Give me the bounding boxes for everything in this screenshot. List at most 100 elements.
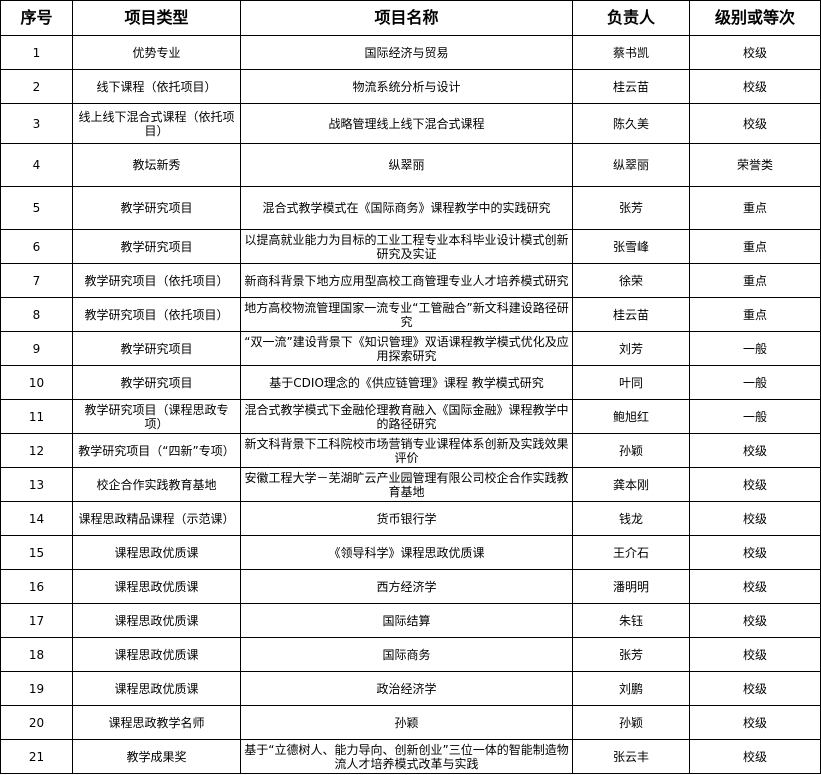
cell-project-name: 新文科背景下工科院校市场营销专业课程体系创新及实践效果评价	[240, 433, 573, 468]
cell-level: 校级	[689, 569, 821, 604]
cell-project-type: 课程思政优质课	[72, 535, 241, 570]
table-row: 20 课程思政教学名师 孙颖 孙颖 校级	[0, 705, 821, 740]
table-row: 15 课程思政优质课 《领导科学》课程思政优质课 王介石 校级	[0, 535, 821, 570]
cell-index: 8	[0, 297, 73, 332]
cell-level: 校级	[689, 467, 821, 502]
cell-index: 20	[0, 705, 73, 740]
cell-level: 重点	[689, 186, 821, 230]
table-row: 13 校企合作实践教育基地 安徽工程大学－芜湖旷云产业园管理有限公司校企合作实践教育…	[0, 467, 821, 502]
cell-index: 13	[0, 467, 73, 502]
cell-project-name: 国际经济与贸易	[240, 35, 573, 70]
cell-project-type: 优势专业	[72, 35, 241, 70]
table-row: 6 教学研究项目 以提高就业能力为目标的工业工程专业本科毕业设计模式创新研究及实证张…	[0, 229, 821, 264]
header-leader: 负责人	[572, 0, 690, 36]
cell-index: 16	[0, 569, 73, 604]
header-level: 级别或等次	[689, 0, 821, 36]
table-row: 11 教学研究项目（课程思政专项） 混合式教学模式下金融伦理教育融入《国际金融》课程…	[0, 399, 821, 434]
cell-project-type: 课程思政优质课	[72, 603, 241, 638]
cell-project-name: 新商科背景下地方应用型高校工商管理专业人才培养模式研究	[240, 263, 573, 298]
cell-leader: 桂云苗	[572, 297, 690, 332]
header-index: 序号	[0, 0, 73, 36]
table-row: 14 课程思政精品课程（示范课） 货币银行学 钱龙 校级	[0, 501, 821, 536]
cell-leader: 陈久美	[572, 103, 690, 144]
cell-index: 2	[0, 69, 73, 104]
header-project-name: 项目名称	[240, 0, 573, 36]
cell-project-type: 教坛新秀	[72, 143, 241, 187]
cell-project-name: “双一流”建设背景下《知识管理》双语课程教学模式优化及应用探索研究	[240, 331, 573, 366]
cell-project-name: 政治经济学	[240, 671, 573, 706]
cell-index: 12	[0, 433, 73, 468]
cell-project-name: 国际结算	[240, 603, 573, 638]
cell-project-type: 教学研究项目（“四新”专项）	[72, 433, 241, 468]
cell-project-name: 混合式教学模式在《国际商务》课程教学中的实践研究	[240, 186, 573, 230]
cell-leader: 张云丰	[572, 739, 690, 774]
cell-leader: 孙颖	[572, 705, 690, 740]
cell-index: 3	[0, 103, 73, 144]
cell-project-type: 线下课程（依托项目）	[72, 69, 241, 104]
cell-leader: 张芳	[572, 186, 690, 230]
cell-project-name: 国际商务	[240, 637, 573, 672]
table-row: 4 教坛新秀 纵翠丽 纵翠丽 荣誉类	[0, 143, 821, 187]
cell-project-type: 教学研究项目（依托项目）	[72, 297, 241, 332]
cell-project-name: 孙颖	[240, 705, 573, 740]
cell-project-type: 校企合作实践教育基地	[72, 467, 241, 502]
cell-leader: 刘芳	[572, 331, 690, 366]
cell-index: 6	[0, 229, 73, 264]
cell-leader: 纵翠丽	[572, 143, 690, 187]
cell-project-name: 安徽工程大学－芜湖旷云产业园管理有限公司校企合作实践教育基地	[240, 467, 573, 502]
table-row: 12 教学研究项目（“四新”专项） 新文科背景下工科院校市场营销专业课程体系创新及实…	[0, 433, 821, 468]
cell-index: 4	[0, 143, 73, 187]
cell-project-type: 教学研究项目（课程思政专项）	[72, 399, 241, 434]
cell-project-name: 地方高校物流管理国家一流专业“工管融合”新文科建设路径研究	[240, 297, 573, 332]
cell-level: 校级	[689, 671, 821, 706]
cell-index: 11	[0, 399, 73, 434]
cell-level: 校级	[689, 739, 821, 774]
cell-index: 15	[0, 535, 73, 570]
cell-project-name: 《领导科学》课程思政优质课	[240, 535, 573, 570]
cell-level: 一般	[689, 365, 821, 400]
cell-project-name: 货币银行学	[240, 501, 573, 536]
header-project-type: 项目类型	[72, 0, 241, 36]
cell-leader: 张芳	[572, 637, 690, 672]
table-row: 18 课程思政优质课 国际商务 张芳 校级	[0, 637, 821, 672]
table-row: 3 线上线下混合式课程（依托项目） 战略管理线上线下混合式课程 陈久美 校级	[0, 103, 821, 144]
cell-leader: 蔡书凯	[572, 35, 690, 70]
cell-level: 校级	[689, 603, 821, 638]
cell-level: 校级	[689, 501, 821, 536]
cell-level: 校级	[689, 69, 821, 104]
cell-leader: 朱钰	[572, 603, 690, 638]
cell-index: 17	[0, 603, 73, 638]
cell-project-name: 战略管理线上线下混合式课程	[240, 103, 573, 144]
header-row: 序号 项目类型 项目名称 负责人 级别或等次	[0, 0, 821, 36]
cell-index: 1	[0, 35, 73, 70]
cell-project-type: 教学成果奖	[72, 739, 241, 774]
cell-leader: 刘鹏	[572, 671, 690, 706]
table-row: 17 课程思政优质课 国际结算 朱钰 校级	[0, 603, 821, 638]
cell-level: 重点	[689, 229, 821, 264]
cell-project-type: 课程思政精品课程（示范课）	[72, 501, 241, 536]
cell-project-name: 物流系统分析与设计	[240, 69, 573, 104]
cell-level: 校级	[689, 103, 821, 144]
cell-project-type: 课程思政优质课	[72, 637, 241, 672]
cell-leader: 鲍旭红	[572, 399, 690, 434]
cell-leader: 潘明明	[572, 569, 690, 604]
cell-leader: 孙颖	[572, 433, 690, 468]
cell-leader: 钱龙	[572, 501, 690, 536]
cell-index: 14	[0, 501, 73, 536]
cell-index: 9	[0, 331, 73, 366]
table-row: 7 教学研究项目（依托项目） 新商科背景下地方应用型高校工商管理专业人才培养模式研究…	[0, 263, 821, 298]
cell-level: 校级	[689, 637, 821, 672]
cell-index: 21	[0, 739, 73, 774]
cell-level: 一般	[689, 331, 821, 366]
cell-project-name: 基于“立德树人、能力导向、创新创业”三位一体的智能制造物流人才培养模式改革与实践	[240, 739, 573, 774]
cell-leader: 叶同	[572, 365, 690, 400]
cell-project-type: 线上线下混合式课程（依托项目）	[72, 103, 241, 144]
cell-level: 校级	[689, 433, 821, 468]
cell-index: 19	[0, 671, 73, 706]
cell-level: 荣誉类	[689, 143, 821, 187]
cell-level: 重点	[689, 263, 821, 298]
cell-level: 一般	[689, 399, 821, 434]
cell-project-type: 教学研究项目	[72, 186, 241, 230]
table-row: 8 教学研究项目（依托项目） 地方高校物流管理国家一流专业“工管融合”新文科建设路径…	[0, 297, 821, 332]
